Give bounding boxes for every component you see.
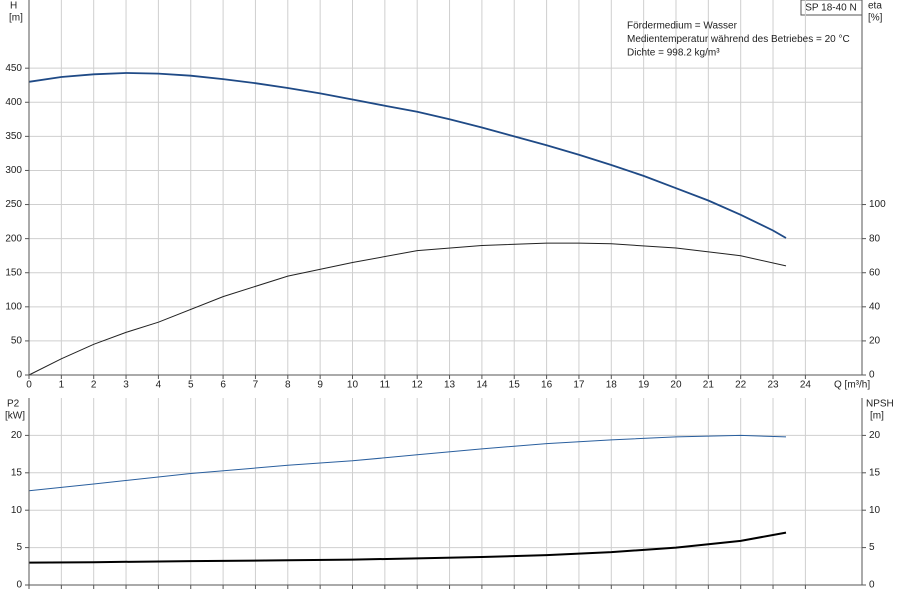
y-unit: [m]	[9, 13, 23, 24]
x-tick-label: 14	[476, 380, 488, 391]
plot-frame	[28, 398, 863, 586]
curve	[28, 242, 787, 376]
x-tick-label: 17	[573, 380, 585, 391]
y-tick-label: 0	[16, 370, 22, 381]
x-tick-label: 0	[26, 380, 32, 391]
y2-unit: [m]	[870, 411, 884, 422]
x-tick-label: 13	[444, 380, 456, 391]
x-tick-label: 9	[317, 380, 323, 391]
x-tick-label: 24	[800, 380, 812, 391]
y2-tick-label: 80	[869, 233, 881, 244]
annotation: Medientemperatur während des Betriebes =…	[627, 34, 850, 45]
y-tick-label: 0	[16, 580, 22, 591]
plot-frame	[28, 0, 863, 376]
annotation: Fördermedium = Wasser	[627, 21, 738, 32]
y-tick-label: 20	[11, 430, 23, 441]
y2-tick-label: 20	[869, 336, 881, 347]
y-label: H	[10, 1, 17, 12]
y2-tick-label: 5	[869, 542, 875, 553]
x-tick-label: 16	[541, 380, 553, 391]
y2-tick-label: 20	[869, 430, 881, 441]
y2-tick-label: 10	[869, 505, 881, 516]
x-tick-label: 1	[59, 380, 65, 391]
chart-title: SP 18-40 N	[805, 3, 857, 14]
y-tick-label: 350	[5, 131, 22, 142]
x-tick-label: 4	[156, 380, 162, 391]
x-tick-label: 10	[347, 380, 359, 391]
x-tick-label: 8	[285, 380, 291, 391]
y-tick-label: 10	[11, 505, 23, 516]
y-tick-label: 50	[11, 336, 23, 347]
x-tick-label: 20	[670, 380, 682, 391]
y2-label: NPSH	[866, 399, 894, 410]
x-tick-label: 7	[253, 380, 259, 391]
y-tick-label: 300	[5, 165, 22, 176]
curve	[28, 72, 787, 239]
x-label: Q [m³/h]	[834, 380, 870, 391]
x-tick-label: 18	[606, 380, 618, 391]
x-tick-label: 2	[91, 380, 97, 391]
x-tick-label: 22	[735, 380, 747, 391]
x-tick-label: 5	[188, 380, 194, 391]
y-tick-label: 100	[5, 301, 22, 312]
x-tick-label: 11	[380, 380, 391, 391]
curves	[28, 72, 787, 564]
y2-tick-label: 100	[869, 199, 886, 210]
y-tick-label: 200	[5, 233, 22, 244]
y-tick-label: 15	[11, 467, 23, 478]
annotation: Dichte = 998.2 kg/m³	[627, 48, 720, 59]
y2-label: eta	[868, 1, 882, 12]
y-tick-label: 400	[5, 97, 22, 108]
y2-tick-label: 40	[869, 301, 881, 312]
x-tick-label: 21	[703, 380, 715, 391]
x-tick-label: 3	[123, 380, 129, 391]
curve	[28, 434, 787, 492]
y-unit: [kW]	[5, 411, 25, 422]
y2-tick-label: 0	[869, 580, 875, 591]
grid	[28, 0, 862, 586]
y2-tick-label: 15	[869, 467, 881, 478]
y-tick-label: 5	[16, 542, 22, 553]
y-tick-label: 450	[5, 63, 22, 74]
y2-unit: [%]	[868, 13, 883, 24]
x-tick-label: 6	[220, 380, 226, 391]
y-tick-label: 150	[5, 267, 22, 278]
y2-tick-label: 60	[869, 267, 881, 278]
x-tick-label: 15	[509, 380, 521, 391]
y-label: P2	[7, 399, 20, 410]
x-tick-label: 12	[412, 380, 424, 391]
curve	[28, 531, 787, 564]
y2-tick-label: 0	[869, 370, 875, 381]
x-tick-label: 19	[638, 380, 650, 391]
x-tick-label: 23	[767, 380, 779, 391]
y-tick-label: 250	[5, 199, 22, 210]
